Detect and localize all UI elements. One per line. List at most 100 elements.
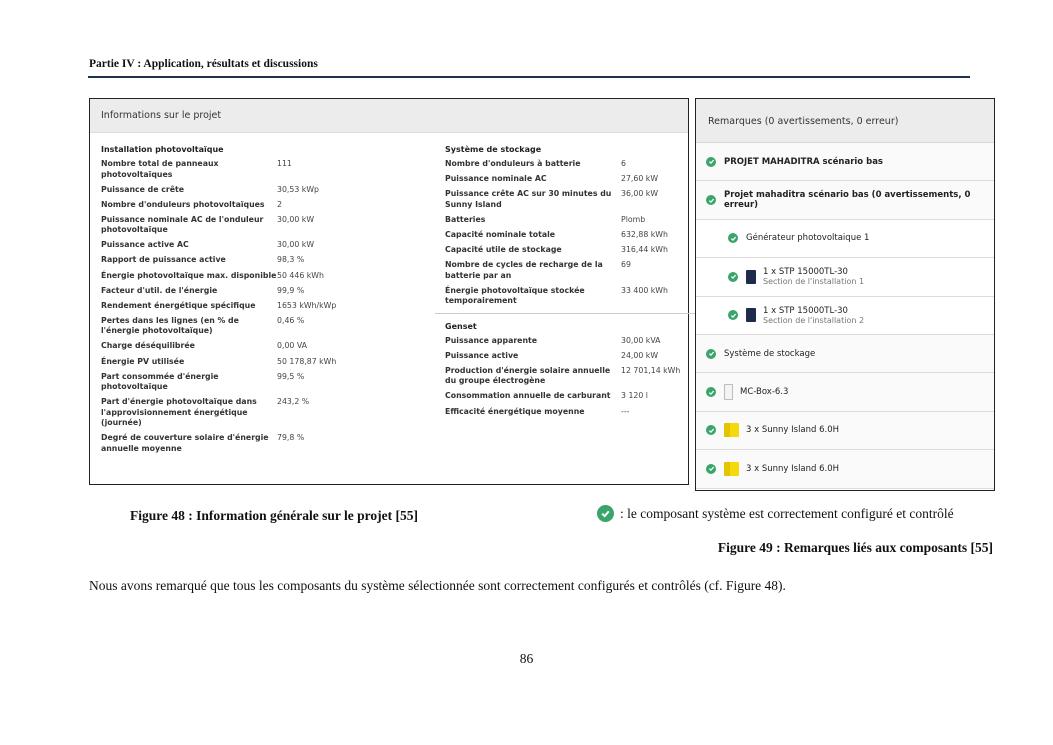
info-label: Batteries xyxy=(445,214,486,224)
remark-item[interactable]: 3 x Sunny Island 6.0H xyxy=(696,411,994,451)
figure-48-project-info: Informations sur le projet Installation … xyxy=(89,98,697,485)
info-value: 24,00 kW xyxy=(621,350,659,360)
panel-title: Remarques (0 avertissements, 0 erreur) xyxy=(696,99,994,143)
legend: : le composant système est correctement … xyxy=(597,505,954,522)
remark-item[interactable]: 3 x Sunny Island 6.0H xyxy=(696,450,994,489)
header-rule xyxy=(88,76,970,78)
info-label: Capacité utile de stockage xyxy=(445,244,562,254)
info-label: Puissance nominale AC de l'onduleur phot… xyxy=(101,214,264,235)
section-title: Genset xyxy=(445,321,477,331)
info-value: 36,00 kW xyxy=(621,189,659,199)
info-value: 316,44 kWh xyxy=(621,244,668,254)
info-value: 30,00 kW xyxy=(277,240,315,250)
info-row: Nombre total de panneaux photovoltaïques… xyxy=(101,159,431,180)
mc-box-icon xyxy=(724,384,733,401)
remark-label: 3 x Sunny Island 6.0H xyxy=(746,463,840,474)
info-label: Capacité nominale totale xyxy=(445,229,556,239)
remark-text: MC-Box-6.3 xyxy=(740,387,788,397)
info-row: Nombre de cycles de recharge de la batte… xyxy=(445,260,687,281)
inverter-icon xyxy=(746,269,756,284)
info-label: Puissance active xyxy=(445,350,519,360)
remark-sublabel: Section de l'installation 2 xyxy=(763,315,865,325)
info-row: Rapport de puissance active 98,3 % xyxy=(101,255,431,266)
info-value: 50 178,87 kWh xyxy=(277,356,337,366)
inverter-icon xyxy=(746,308,756,323)
info-label: Énergie photovoltaïque max. disponible xyxy=(101,270,277,280)
info-row: Pertes dans les lignes (en % de l'énergi… xyxy=(101,316,431,337)
info-value: 50 446 kWh xyxy=(277,270,324,280)
info-label: Puissance crête AC sur 30 minutes du Sun… xyxy=(445,189,612,209)
check-circle-icon xyxy=(706,425,716,436)
info-row: Capacité nominale totale 632,88 kWh xyxy=(445,230,687,241)
remark-item[interactable]: Générateur photovoltaique 1 xyxy=(696,219,994,259)
info-value: 1653 kWh/kWp xyxy=(277,300,337,310)
info-value: 12 701,14 kWh xyxy=(621,365,681,375)
info-row: Puissance apparente 30,00 kVA xyxy=(445,336,687,347)
legend-text: : le composant système est correctement … xyxy=(620,505,954,521)
remark-label: Générateur photovoltaique 1 xyxy=(746,233,870,244)
info-row: Puissance active AC 30,00 kW xyxy=(101,240,431,251)
info-value: --- xyxy=(621,406,630,416)
panel-title: Informations sur le projet xyxy=(90,99,688,133)
info-value: 98,3 % xyxy=(277,255,305,265)
check-circle-icon xyxy=(706,463,716,474)
remark-item[interactable]: 1 x STP 15000TL-30 Section de l'installat… xyxy=(696,258,994,297)
sunny-island-icon xyxy=(724,423,739,438)
check-circle-icon xyxy=(706,387,716,398)
info-label: Part d'énergie photovoltaïque dans l'app… xyxy=(101,397,257,428)
info-row: Puissance active 24,00 kW xyxy=(445,351,687,362)
info-row: Nombre d'onduleurs photovoltaïques 2 xyxy=(101,200,431,211)
running-header: Partie IV : Application, résultats et di… xyxy=(89,58,318,70)
info-value: 30,53 kWp xyxy=(277,184,319,194)
info-value: 69 xyxy=(621,260,631,270)
remark-text: 1 x STP 15000TL-30 Section de l'installat… xyxy=(763,267,864,286)
info-value: 111 xyxy=(277,159,292,168)
info-row: Énergie PV utilisée 50 178,87 kWh xyxy=(101,357,431,368)
body-paragraph: Nous avons remarqué que tous les composa… xyxy=(89,578,786,593)
info-row: Rendement énergétique spécifique 1653 kWh… xyxy=(101,301,431,312)
divider xyxy=(435,312,697,314)
info-row: Puissance de crête 30,53 kWp xyxy=(101,185,431,196)
info-row: Puissance crête AC sur 30 minutes du Sun… xyxy=(445,189,687,210)
info-label: Rendement énergétique spécifique xyxy=(101,300,256,310)
info-value: 30,00 kVA xyxy=(621,335,661,345)
remark-text: 3 x Sunny Island 6.0H xyxy=(746,464,839,474)
check-circle-icon xyxy=(706,348,716,359)
info-row: Capacité utile de stockage 316,44 kWh xyxy=(445,245,687,256)
info-label: Puissance apparente xyxy=(445,335,538,345)
info-label: Part consommée d'énergie photovoltaïque xyxy=(101,371,219,392)
info-row: Nombre d'onduleurs à batterie 6 xyxy=(445,159,687,170)
remark-sublabel: Section de l'installation 1 xyxy=(763,277,865,287)
info-value: 27,60 kW xyxy=(621,174,659,184)
info-row: Consommation annuelle de carburant 3 120 … xyxy=(445,391,687,402)
figure-48-caption: Figure 48 : Information générale sur le … xyxy=(130,508,418,523)
remark-text: PROJET MAHADITRA scénario bas xyxy=(724,157,883,167)
info-label: Pertes dans les lignes (en % de l'énergi… xyxy=(101,315,239,336)
remark-text: 3 x Sunny Island 6.0H xyxy=(746,425,839,435)
info-value: 79,8 % xyxy=(277,433,305,443)
remark-item[interactable]: Système de stockage xyxy=(696,334,994,374)
remark-item[interactable]: 1 x STP 15000TL-30 Section de l'installat… xyxy=(696,296,994,335)
info-label: Puissance de crête xyxy=(101,184,185,194)
remark-item[interactable]: MC-Box-6.3 xyxy=(696,373,994,412)
remark-item[interactable]: Projet mahaditra scénario bas (0 avertis… xyxy=(696,181,994,220)
remark-text: Système de stockage xyxy=(724,349,815,359)
figure-49-caption: Figure 49 : Remarques liés aux composant… xyxy=(717,540,993,555)
info-row: Batteries Plomb xyxy=(445,215,687,226)
info-label: Charge déséquilibrée xyxy=(101,341,195,351)
check-circle-icon xyxy=(728,271,738,282)
remark-label: PROJET MAHADITRA scénario bas xyxy=(724,156,883,167)
remark-item[interactable]: PROJET MAHADITRA scénario bas xyxy=(696,143,994,182)
check-circle-icon xyxy=(706,195,716,206)
info-value: 30,00 kW xyxy=(277,214,315,224)
info-value: 243,2 % xyxy=(277,397,310,407)
info-label: Énergie photovoltaïque stockée temporair… xyxy=(445,285,585,306)
info-row: Énergie photovoltaïque stockée temporair… xyxy=(445,286,687,307)
info-value: 632,88 kWh xyxy=(621,229,668,239)
info-value: 3 120 l xyxy=(621,391,648,401)
remark-label: 1 x STP 15000TL-30 xyxy=(763,305,848,316)
info-label: Efficacité énergétique moyenne xyxy=(445,406,585,416)
info-value: 0,46 % xyxy=(277,315,305,325)
page-number: 86 xyxy=(519,651,534,666)
check-circle-icon xyxy=(706,156,716,167)
